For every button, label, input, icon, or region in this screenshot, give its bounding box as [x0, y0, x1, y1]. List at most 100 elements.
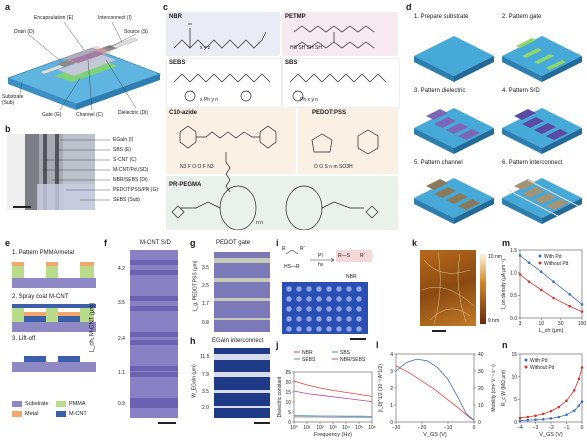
panel-b-photo [7, 134, 95, 210]
chem-subs-pedot-pss: O O S n m SO3H [314, 164, 353, 170]
y-right-tick-label: 30 [478, 369, 484, 375]
data-point [541, 417, 545, 421]
legend-swatch [524, 365, 528, 369]
f-row-0: 4.2 [118, 266, 125, 272]
g-row-3: 0.8 [202, 320, 209, 326]
y-axis-label: Dielectric constant [277, 376, 283, 417]
x-tick-label: 0 [581, 425, 584, 431]
y-axis-label: R_c W (MΩ μm) [501, 370, 507, 406]
data-point [534, 418, 537, 422]
f-micrograph [130, 250, 178, 418]
panel-k-letter: k [412, 238, 418, 248]
series-line [395, 365, 475, 421]
panel-e-letter: e [5, 238, 11, 248]
g-header: PEDOT gate [216, 240, 250, 246]
panel-l-letter: l [376, 340, 379, 350]
y-tick-label: 15 [285, 390, 291, 396]
legend-pmma: PMMA [56, 401, 86, 407]
panel-g-letter: g [190, 238, 196, 248]
g-micrograph [214, 252, 270, 332]
h-row-1: 7.9 [202, 372, 209, 378]
data-point [527, 261, 531, 264]
x-tick-label: 0 [473, 425, 476, 431]
legend-label: SBS [340, 350, 351, 356]
chem-title-sebs: SEBS [169, 60, 186, 66]
y-tick-label: 0 [514, 420, 517, 426]
data-point [565, 413, 568, 417]
label-nbr-sebs: NBR/SEBS (Di) [113, 177, 148, 183]
h-scale-bar [254, 422, 270, 424]
chem-subs-nbr: x y z [200, 45, 211, 51]
y-tick-label: 4 [390, 352, 393, 358]
legend-metal: Metal [12, 411, 38, 417]
chem-title-pedot-pss: PEDOT:PSS [312, 110, 347, 116]
chem-box-sebs [166, 58, 282, 108]
g-row-2: 1.7 [202, 301, 209, 307]
step-label-3: 3. Pattern dielectric [414, 88, 466, 94]
y-tick-label: 20 [285, 380, 291, 386]
x-tick-label: 10⁵ [355, 425, 363, 431]
y-tick-label: 0.5 [510, 293, 517, 299]
series-line [293, 390, 373, 402]
data-point [565, 399, 568, 402]
series-line [519, 367, 583, 419]
f-row-2: 2.4 [118, 336, 125, 342]
y-tick-label: 0 [288, 420, 291, 426]
chart-j-dielectric: 10⁰ 10¹ 10² 10³ 10⁴ 10⁵ 10⁶ 0 5 10 15 20 25 Frequency… [277, 350, 376, 438]
g-row-0: 3.5 [202, 265, 209, 271]
x-tick-label: 3 [519, 321, 522, 327]
panel-i-letter: i [276, 238, 279, 248]
i-r2: R′ [300, 246, 305, 252]
x-tick-label: −2 [548, 425, 554, 431]
g-ylabel: L_g, PEDOT:PSS (μm) [192, 260, 199, 312]
chem-subs-sebs: x Ph y n [200, 97, 219, 103]
chem-box-petmp [282, 12, 398, 56]
f-row-3: 1.1 [118, 370, 125, 376]
i-reaction-scheme [285, 249, 372, 263]
y-right-tick-label: 20 [478, 386, 484, 392]
data-point [577, 377, 581, 381]
legend-swatch [538, 254, 542, 258]
x-tick-label: 10⁴ [342, 425, 350, 431]
legend-label: Without Pd [544, 261, 569, 267]
data-point [577, 404, 581, 407]
y-right-tick-label: 10 [478, 403, 484, 409]
series-line [293, 416, 373, 418]
data-point [580, 310, 584, 313]
label-dielectric: Dielectric (Di) [118, 110, 148, 116]
y-tick-label: 1 [390, 403, 393, 409]
h-row-0: 11.5 [200, 354, 210, 360]
x-tick-label: 10¹ [303, 425, 311, 431]
data-point [534, 414, 537, 417]
label-interconnect: Interconnect (I) [98, 15, 132, 21]
h-row-2: 3.5 [202, 389, 209, 395]
plot-frame [395, 353, 475, 423]
h-header: EGaIn interconnect [212, 338, 264, 344]
y-tick-label: 15 [511, 352, 517, 358]
x-tick-label: 100 [578, 321, 586, 327]
panel-b-leader-lines [42, 139, 110, 201]
panel-m-letter: m [502, 238, 511, 248]
chem-subs-petmp: HS SH SH SH [290, 45, 322, 51]
x-tick-label: 10² [316, 425, 324, 431]
label-drain: Drain (D) [14, 29, 35, 35]
legend-swatch [538, 261, 542, 265]
y-tick-label: 10 [511, 374, 517, 380]
series-line [293, 380, 373, 397]
data-point [549, 409, 553, 413]
panel-b-letter: b [5, 124, 11, 134]
legend-swatch [524, 358, 528, 362]
k-colorbar [480, 254, 486, 324]
label-source: Source (S) [124, 29, 148, 35]
i-product: R—S [338, 253, 350, 259]
data-point [526, 418, 530, 422]
k-scale-top: 10 nm [488, 254, 502, 260]
data-point [580, 303, 584, 306]
y-tick-label: 0 [390, 420, 393, 426]
series-line [519, 274, 583, 313]
panel-a-device-illustration [6, 21, 162, 111]
x-axis-label: V_GS (V) [539, 432, 563, 438]
label-m-cnt-pd: M-CNT/Pd (SD) [113, 167, 149, 173]
step-label-2: 2. Pattern gate [502, 14, 542, 20]
h-ylabel: W_EGaIn (μm) [191, 364, 198, 398]
